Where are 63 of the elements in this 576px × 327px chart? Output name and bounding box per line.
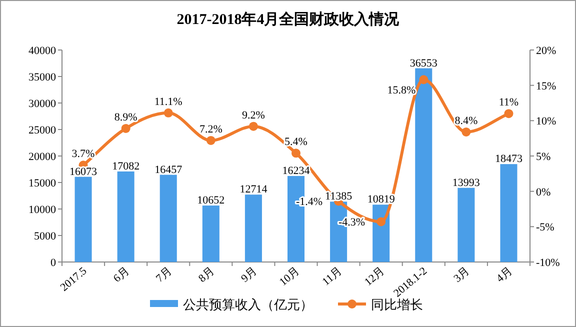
data-label: 5.4% bbox=[284, 136, 308, 148]
y-tick-label: 0 bbox=[50, 257, 56, 269]
x-tick-label: 8月 bbox=[196, 265, 217, 285]
y2-tick-label: 15% bbox=[536, 80, 556, 92]
data-label: 17082 bbox=[112, 160, 140, 172]
y-tick-label: 5000 bbox=[34, 230, 56, 242]
x-tick-label: 9月 bbox=[239, 265, 260, 285]
point bbox=[248, 122, 258, 131]
point bbox=[292, 148, 300, 158]
x-tick-label: 10月 bbox=[277, 265, 302, 288]
y2-tick-label: 20% bbox=[536, 45, 556, 57]
point bbox=[419, 75, 428, 84]
data-label: 36553 bbox=[410, 57, 438, 70]
y-tick-label: 40000 bbox=[28, 45, 56, 57]
y-tick-label: 10000 bbox=[28, 204, 56, 216]
x-tick-label: 12月 bbox=[362, 265, 388, 288]
data-label: 15.8% bbox=[387, 84, 416, 97]
data-label: 10652 bbox=[197, 194, 225, 207]
bar bbox=[74, 176, 92, 262]
bar bbox=[244, 194, 262, 262]
bar bbox=[500, 164, 518, 262]
y2-tick-label: 5% bbox=[536, 151, 551, 163]
data-label: 9.2% bbox=[242, 109, 265, 122]
x-tick-label: 4月 bbox=[494, 265, 515, 285]
data-label: 7.2% bbox=[199, 123, 222, 136]
data-label: 16073 bbox=[70, 166, 98, 178]
data-label: 16457 bbox=[154, 164, 183, 176]
point bbox=[206, 136, 216, 145]
bar bbox=[160, 174, 177, 262]
point bbox=[462, 127, 471, 136]
data-label: 8.9% bbox=[114, 111, 138, 124]
bar bbox=[117, 171, 134, 262]
y-tick-label: 30000 bbox=[28, 98, 56, 110]
data-label: 13993 bbox=[452, 176, 480, 189]
bar bbox=[458, 188, 475, 262]
y-tick-label: 25000 bbox=[28, 124, 56, 136]
data-label: 18473 bbox=[494, 153, 523, 166]
y-tick-label: 15000 bbox=[28, 178, 56, 190]
chart-title: 2017-2018年4月全国财政收入情况 bbox=[176, 11, 400, 28]
y2-tick-label: -5% bbox=[536, 222, 554, 234]
data-label: 11.1% bbox=[154, 96, 182, 108]
y2-tick-label: 0% bbox=[536, 186, 551, 198]
data-label: 11% bbox=[498, 96, 519, 109]
point bbox=[121, 124, 130, 133]
y-tick-label: 20000 bbox=[28, 151, 56, 163]
data-label: 16234 bbox=[282, 164, 310, 177]
y-tick-label: 35000 bbox=[28, 72, 56, 84]
y2-tick-label: 10% bbox=[536, 116, 556, 128]
legend-label: 公共预算收入（亿元） bbox=[183, 297, 313, 312]
x-tick-label: 11月 bbox=[320, 265, 344, 288]
point bbox=[504, 109, 514, 118]
legend-label: 同比增长 bbox=[371, 297, 423, 312]
x-tick-label: 3月 bbox=[452, 265, 472, 285]
data-label: 8.4% bbox=[454, 114, 478, 127]
point bbox=[164, 108, 173, 118]
bar bbox=[415, 68, 432, 262]
x-tick-label: 7月 bbox=[154, 265, 174, 285]
bar bbox=[202, 206, 220, 262]
data-label: 3.7% bbox=[72, 148, 95, 160]
point bbox=[376, 217, 386, 226]
data-label: 12714 bbox=[240, 184, 268, 196]
x-tick-label: 6月 bbox=[111, 265, 132, 285]
y2-tick-label: -10% bbox=[536, 257, 560, 269]
